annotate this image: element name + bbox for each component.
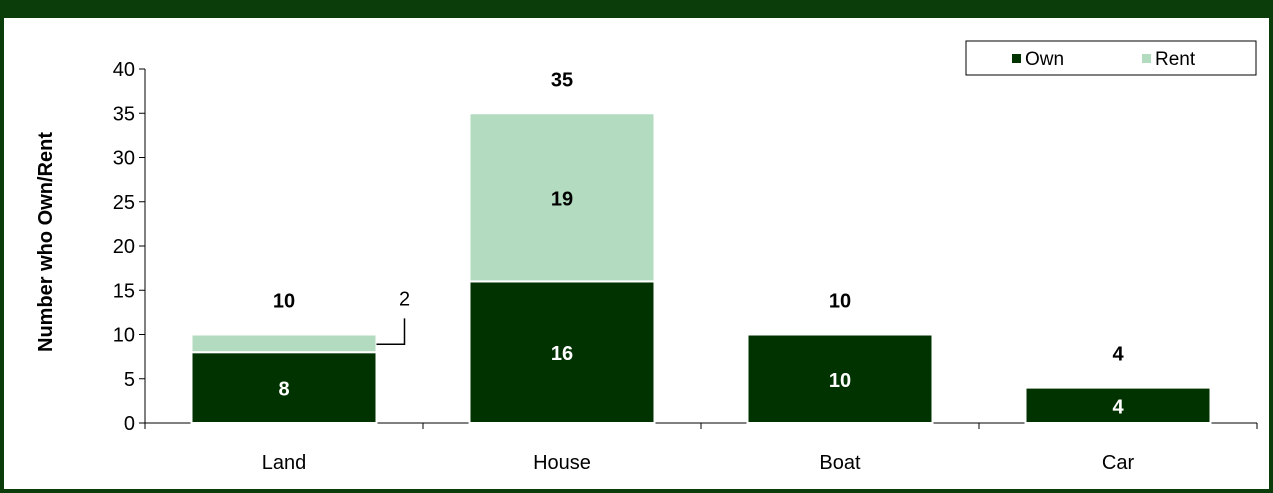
data-label-land-own: 8 — [278, 379, 289, 401]
bar-car-own — [1024, 386, 1212, 425]
bar-land-rent — [190, 333, 378, 354]
data-label-house-rent: 19 — [551, 188, 573, 210]
legend-swatch-own — [1012, 54, 1021, 63]
bar-boat-own — [746, 333, 934, 424]
y-tick-label-15: 15 — [113, 280, 135, 302]
total-label-car: 4 — [1112, 344, 1124, 366]
total-label-house: 35 — [551, 69, 573, 91]
bars — [190, 112, 1212, 425]
total-label-land: 10 — [273, 291, 295, 313]
axes: 0 5 10 15 20 25 30 35 40 Land House Boat Car — [113, 59, 1258, 474]
bar-land-own — [190, 351, 378, 425]
y-tick-label-5: 5 — [124, 369, 135, 391]
legend: Own Rent — [965, 40, 1257, 76]
total-label-boat: 10 — [829, 291, 851, 313]
data-label-land-rent: 2 — [399, 288, 410, 310]
legend-label-rent: Rent — [1155, 49, 1196, 70]
y-tick-label-10: 10 — [113, 325, 135, 347]
data-labels: 8 2 10 16 19 35 10 10 4 4 — [273, 69, 1125, 418]
y-tick-label-0: 0 — [124, 413, 135, 435]
y-tick-label-30: 30 — [113, 148, 135, 170]
data-label-house-own: 16 — [551, 343, 573, 365]
bar-house-own — [468, 280, 656, 424]
data-label-boat-own: 10 — [829, 370, 851, 392]
x-tick-label-house: House — [533, 452, 591, 474]
y-tick-label-40: 40 — [113, 59, 135, 81]
data-label-car-own: 4 — [1112, 396, 1124, 418]
legend-swatch-rent — [1142, 54, 1151, 63]
legend-label-own: Own — [1025, 49, 1064, 70]
y-tick-label-25: 25 — [113, 192, 135, 214]
x-tick-label-boat: Boat — [819, 452, 861, 474]
y-axis-label: Number who Own/Rent — [35, 132, 57, 352]
y-tick-label-35: 35 — [113, 103, 135, 125]
callout-leader-line — [376, 318, 406, 345]
x-tick-label-land: Land — [262, 452, 307, 474]
bar-house-rent — [468, 112, 656, 283]
y-tick-label-20: 20 — [113, 236, 135, 258]
legend-box — [965, 40, 1257, 76]
x-tick-label-car: Car — [1102, 452, 1135, 474]
